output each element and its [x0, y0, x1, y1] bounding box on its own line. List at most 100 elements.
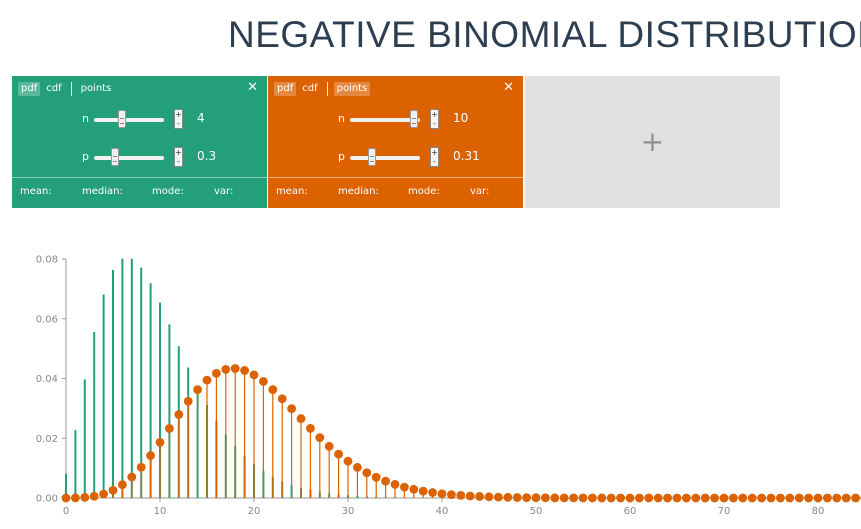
orange-point — [146, 451, 156, 460]
orange-point — [794, 493, 804, 503]
tab-points[interactable]: points — [80, 83, 112, 94]
stats-divider — [268, 177, 523, 178]
orange-point — [682, 493, 691, 503]
orange-point — [635, 493, 644, 503]
orange-point — [80, 492, 90, 502]
page-title: NEGATIVE BINOMIAL DISTRIBUTION — [228, 14, 861, 55]
increment-button[interactable]: + — [431, 110, 438, 119]
orange-point — [409, 484, 419, 494]
increment-button[interactable]: + — [431, 148, 438, 157]
increment-button[interactable]: + — [175, 110, 182, 119]
orange-point — [766, 493, 776, 503]
orange-point — [343, 456, 353, 466]
orange-point — [541, 493, 550, 503]
orange-point — [719, 493, 729, 503]
orange-point — [324, 441, 334, 451]
slider-thumb[interactable] — [368, 148, 376, 166]
param-label-p: p — [338, 150, 345, 163]
orange-point — [240, 366, 250, 375]
orange-point — [306, 423, 315, 433]
orange-point — [663, 493, 672, 503]
orange-point — [315, 433, 325, 443]
distribution-panel-2: pdf cdf points ✕ n + - 10 p + - 0.31 mea… — [268, 76, 523, 208]
orange-point — [550, 493, 560, 503]
orange-point — [447, 490, 456, 500]
orange-point — [729, 493, 738, 503]
orange-point — [371, 472, 381, 482]
orange-point — [71, 493, 80, 503]
param-value-n: 10 — [453, 111, 469, 125]
orange-point — [747, 493, 757, 503]
decrement-button[interactable]: - — [433, 119, 436, 128]
orange-point — [61, 493, 71, 503]
increment-button[interactable]: + — [175, 148, 182, 157]
x-tick-label: 60 — [624, 506, 637, 517]
stepper-n[interactable]: + - — [430, 109, 439, 129]
param-value-p: 0.31 — [453, 149, 480, 163]
stat-median: median: — [82, 186, 123, 197]
orange-point — [691, 493, 701, 503]
stepper-n[interactable]: + - — [174, 109, 183, 129]
slider-thumb[interactable] — [111, 148, 119, 166]
orange-point — [710, 493, 719, 503]
orange-point — [165, 424, 174, 433]
param-value-n: 4 — [197, 111, 205, 125]
slider-n[interactable] — [94, 110, 164, 128]
tab-pdf[interactable]: pdf — [274, 82, 297, 96]
y-tick-label: 0.04 — [36, 374, 58, 385]
orange-point — [259, 377, 268, 386]
orange-point — [202, 375, 212, 385]
x-tick-label: 40 — [436, 506, 449, 517]
orange-point — [400, 482, 409, 492]
stats-divider — [12, 177, 267, 178]
orange-point — [334, 449, 343, 459]
close-icon[interactable]: ✕ — [503, 80, 514, 95]
orange-point — [456, 491, 466, 500]
orange-point — [644, 493, 654, 503]
stat-mean: mean: — [276, 186, 308, 197]
orange-point — [475, 492, 484, 501]
stepper-p[interactable]: + - — [430, 147, 439, 167]
distribution-panel-1: pdf cdf points ✕ n + - 4 p + - 0.3 mean:… — [12, 76, 267, 208]
add-distribution-button[interactable]: + — [525, 76, 780, 208]
orange-point — [174, 410, 184, 419]
orange-point — [559, 493, 569, 503]
orange-point — [832, 493, 842, 503]
orange-point — [851, 493, 860, 503]
slider-n[interactable] — [350, 110, 420, 128]
x-tick-label: 70 — [718, 506, 731, 517]
x-tick-label: 50 — [530, 506, 543, 517]
orange-point — [653, 493, 663, 503]
orange-point — [108, 485, 118, 495]
stat-var: var: — [214, 186, 234, 197]
tab-cdf[interactable]: cdf — [46, 83, 62, 94]
orange-point — [672, 493, 682, 503]
orange-point — [484, 492, 494, 502]
y-tick-label: 0.00 — [36, 494, 58, 505]
slider-thumb[interactable] — [410, 110, 418, 128]
tab-points[interactable]: points — [333, 82, 371, 96]
orange-point — [277, 394, 287, 404]
tab-cdf[interactable]: cdf — [302, 83, 318, 94]
x-tick-label: 20 — [248, 506, 261, 517]
decrement-button[interactable]: - — [177, 119, 180, 128]
orange-point — [428, 488, 437, 497]
orange-point — [700, 493, 710, 503]
tab-pdf[interactable]: pdf — [18, 82, 41, 96]
param-row-n: n + - 10 — [268, 109, 523, 129]
y-tick-label: 0.06 — [36, 314, 58, 325]
slider-thumb[interactable] — [118, 110, 126, 128]
param-label-n: n — [82, 112, 89, 125]
orange-point — [390, 480, 400, 489]
orange-point — [136, 462, 146, 472]
stepper-p[interactable]: + - — [174, 147, 183, 167]
close-icon[interactable]: ✕ — [247, 80, 258, 95]
param-row-p: p + - 0.3 — [12, 147, 267, 167]
slider-p[interactable] — [94, 148, 164, 166]
decrement-button[interactable]: - — [177, 157, 180, 166]
decrement-button[interactable]: - — [433, 157, 436, 166]
slider-p[interactable] — [350, 148, 420, 166]
orange-point — [776, 493, 785, 503]
orange-point — [823, 493, 832, 503]
orange-point — [287, 404, 296, 414]
